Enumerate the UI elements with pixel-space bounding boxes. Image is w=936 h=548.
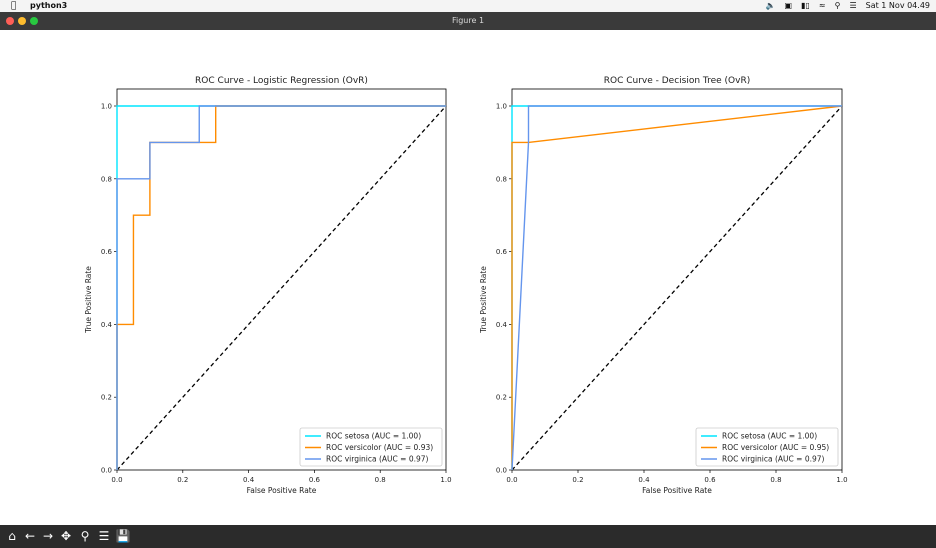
search-icon[interactable]: ⚲ <box>834 1 841 10</box>
axes-frame <box>116 88 447 471</box>
matplotlib-toolbar: ⌂ ← → ✥ ⚲ ☰ 💾 <box>0 525 936 548</box>
x-tick-label: 1.0 <box>836 476 847 484</box>
axes-frame <box>511 88 843 471</box>
menu-bar-clock[interactable]: Sat 1 Nov 04.49 <box>865 1 930 10</box>
x-tick-label: 0.6 <box>309 476 321 484</box>
x-tick-label: 0.4 <box>243 476 255 484</box>
window-title: Figure 1 <box>451 16 485 25</box>
x-tick-label: 0.0 <box>111 476 122 484</box>
legend-box <box>695 427 839 467</box>
y-axis-label: True Positive Rate <box>84 266 93 334</box>
close-window-button[interactable] <box>6 17 14 25</box>
window-title-bar: Figure 1 <box>0 12 936 30</box>
roc-curve-series-2 <box>511 105 843 470</box>
control-center-icon[interactable]: ☰ <box>849 1 857 10</box>
roc-curve-series-3 <box>116 105 446 470</box>
plot-1: ROC Curve - Logistic Regression (OvR) 0.0… <box>84 76 452 495</box>
home-icon[interactable]: ⌂ <box>8 529 16 543</box>
display-icon[interactable]: ▣ <box>784 1 793 10</box>
pan-icon[interactable]: ✥ <box>60 529 72 543</box>
legend-label: ROC versicolor (AUC = 0.93) <box>326 443 433 452</box>
save-icon[interactable]: 💾 <box>115 529 131 543</box>
y-tick-label: 1.0 <box>496 103 507 111</box>
x-axis-label: False Positive Rate <box>642 486 712 495</box>
y-tick-label: 0.0 <box>101 467 112 475</box>
y-tick-label: 1.0 <box>101 103 112 111</box>
legend-label: ROC virginica (AUC = 0.97) <box>722 455 825 464</box>
menu-bar-status: 🔈 ▣ ▮▯ ≈ ⚲ ☰ Sat 1 Nov 04.49 <box>766 0 930 12</box>
x-tick-label: 1.0 <box>440 476 451 484</box>
forward-icon[interactable]: → <box>42 529 54 543</box>
configure-icon[interactable]: ☰ <box>98 529 110 543</box>
x-tick-label: 0.2 <box>572 476 583 484</box>
x-tick-label: 0.2 <box>177 476 188 484</box>
menu-bar:  python3 🔈 ▣ ▮▯ ≈ ⚲ ☰ Sat 1 Nov 04.49 <box>0 0 936 12</box>
legend-box <box>299 427 443 467</box>
battery-icon[interactable]: ▮▯ <box>801 1 810 10</box>
diagonal-reference-line <box>511 105 843 471</box>
x-tick-label: 0.6 <box>704 476 716 484</box>
y-tick-label: 0.2 <box>496 394 507 402</box>
y-tick-label: 0.8 <box>101 175 112 183</box>
figure-canvas: ROC Curve - Logistic Regression (OvR) 0.0… <box>84 76 848 495</box>
x-tick-label: 0.8 <box>375 476 386 484</box>
minimize-window-button[interactable] <box>18 17 26 25</box>
chart-title: ROC Curve - Logistic Regression (OvR) <box>195 76 368 86</box>
volume-icon[interactable]: 🔈 <box>765 1 776 10</box>
legend-label: ROC versicolor (AUC = 0.95) <box>722 443 829 452</box>
y-tick-label: 0.0 <box>496 467 507 475</box>
wifi-icon[interactable]: ≈ <box>818 1 826 10</box>
legend-label: ROC setosa (AUC = 1.00) <box>326 432 421 441</box>
roc-curve-series-3 <box>511 105 842 471</box>
app-name[interactable]: python3 <box>30 1 68 10</box>
y-tick-label: 0.4 <box>496 321 508 329</box>
y-tick-label: 0.8 <box>496 175 507 183</box>
x-axis-label: False Positive Rate <box>247 486 317 495</box>
diagonal-reference-line <box>116 105 447 471</box>
legend-label: ROC virginica (AUC = 0.97) <box>326 455 429 464</box>
x-tick-label: 0.4 <box>638 476 650 484</box>
zoom-icon[interactable]: ⚲ <box>80 529 90 543</box>
zoom-window-button[interactable] <box>30 17 38 25</box>
legend-label: ROC setosa (AUC = 1.00) <box>722 432 817 441</box>
y-tick-label: 0.4 <box>101 321 113 329</box>
plot-2: ROC Curve - Decision Tree (OvR) 0.0 0.2 0.4… <box>479 76 848 495</box>
y-axis-label: True Positive Rate <box>479 266 488 334</box>
roc-curve-series-2 <box>116 105 446 470</box>
y-tick-label: 0.2 <box>101 394 112 402</box>
back-icon[interactable]: ← <box>24 529 36 543</box>
y-tick-label: 0.6 <box>496 248 508 256</box>
x-tick-label: 0.0 <box>506 476 517 484</box>
x-tick-label: 0.8 <box>770 476 781 484</box>
y-tick-label: 0.6 <box>101 248 113 256</box>
apple-icon[interactable]:  <box>11 0 16 12</box>
chart-title: ROC Curve - Decision Tree (OvR) <box>604 76 750 86</box>
